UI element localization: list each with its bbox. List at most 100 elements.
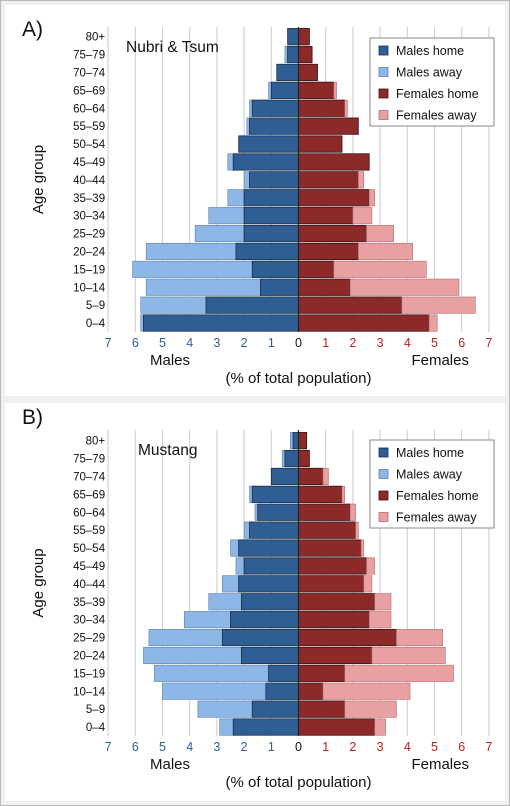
y-tick-label: 0–4: [86, 318, 106, 330]
bar-males-home: [251, 99, 299, 117]
bar-males-home: [260, 278, 299, 296]
bar-males-home: [235, 242, 299, 261]
bar-females-home: [298, 611, 370, 629]
bar-females-away: [355, 521, 359, 539]
x-tick-label: 6: [458, 740, 465, 754]
y-tick-label: 80+: [86, 436, 106, 448]
bar-males-away: [140, 314, 144, 332]
bar-females-home: [298, 224, 367, 243]
bar-males-home: [205, 296, 299, 314]
bar-males-away: [281, 450, 286, 468]
bar-males-away: [140, 296, 207, 314]
bar-females-home: [298, 189, 370, 207]
bar-males-away: [145, 242, 237, 260]
legend-label: Males away: [396, 66, 463, 80]
bar-males-away: [208, 207, 245, 225]
chart-title: Mustang: [138, 442, 197, 459]
bar-females-home: [298, 117, 359, 135]
bar-males-away: [243, 171, 250, 189]
x-tick-label: 1: [322, 740, 329, 754]
y-tick-label: 60–64: [73, 103, 106, 115]
x-tick-label: 6: [132, 336, 139, 350]
bar-females-away: [322, 467, 329, 485]
x-tick-label: 4: [404, 336, 411, 350]
bar-females-home: [298, 153, 370, 171]
bar-males-away: [243, 521, 250, 539]
y-tick-label: 55–59: [73, 121, 105, 133]
females-label: Females: [411, 756, 469, 773]
chart-title: Nubri & Tsum: [126, 39, 219, 56]
bar-males-home: [240, 593, 299, 611]
bar-males-away: [183, 611, 231, 629]
bar-males-home: [284, 449, 299, 468]
males-label: Males: [150, 352, 190, 369]
bar-males-home: [270, 81, 299, 99]
y-tick-label: 70–74: [73, 471, 106, 483]
bar-females-away: [360, 539, 365, 557]
bar-males-away: [235, 557, 245, 575]
bar-males-home: [238, 575, 299, 593]
legend-swatch: [378, 512, 389, 522]
y-tick-label: 45–49: [73, 561, 105, 573]
legend-swatch: [378, 447, 389, 458]
y-tick-label: 75–79: [73, 454, 105, 466]
x-tick-label: 4: [186, 740, 193, 754]
bar-females-away: [366, 225, 395, 243]
population-pyramid-a: 0–4 5–9 10–14 15–19 20–24 25–29 30–34 35–39 40–4…: [22, 18, 495, 387]
bar-males-home: [243, 189, 299, 207]
y-tick-label: 10–14: [73, 686, 106, 698]
legend-label: Females home: [396, 87, 479, 101]
bar-females-home: [298, 521, 357, 539]
x-tick-label: 1: [268, 336, 275, 350]
bar-females-home: [298, 28, 310, 46]
bar-females-away: [401, 296, 476, 314]
y-tick-label: 15–19: [73, 668, 105, 680]
bar-females-home: [298, 682, 324, 700]
bar-females-away: [368, 611, 392, 629]
y-tick-label: 0–4: [86, 722, 106, 734]
bar-males-away: [246, 117, 250, 135]
bar-males-away: [227, 189, 245, 207]
bar-males-home: [287, 45, 299, 64]
bar-females-away: [371, 646, 446, 664]
x-tick-label: 2: [241, 336, 248, 350]
y-tick-label: 20–24: [73, 650, 106, 662]
y-tick-label: 5–9: [86, 300, 105, 312]
bar-females-away: [368, 189, 375, 207]
bar-males-away: [227, 153, 234, 171]
population-pyramid-b: 0–4 5–9 10–14 15–19 20–24 25–29 30–34 35–39 40–4…: [22, 406, 495, 791]
panel-a: 0–4 5–9 10–14 15–19 20–24 25–29 30–34 35–39 40–4…: [5, 5, 505, 396]
bar-males-home: [249, 117, 299, 135]
bar-females-away: [366, 557, 375, 575]
x-axis-title: (% of total population): [226, 774, 372, 791]
y-tick-label: 45–49: [73, 157, 105, 169]
y-tick-label: 65–69: [73, 489, 105, 501]
bar-females-home: [298, 646, 373, 665]
x-tick-label: 4: [404, 740, 411, 754]
y-tick-labels: 0–4 5–9 10–14 15–19 20–24 25–29 30–34 35–39 40–4…: [73, 32, 106, 330]
bar-females-home: [298, 503, 351, 521]
bar-males-home: [292, 432, 299, 450]
bar-males-home: [221, 628, 299, 647]
bar-females-away: [352, 207, 373, 225]
y-axis-title: Age group: [30, 548, 47, 617]
bar-females-home: [298, 81, 335, 99]
x-tick-label: 0: [295, 336, 302, 350]
bar-females-away: [374, 718, 386, 736]
bar-females-home: [298, 467, 324, 486]
bar-females-away: [344, 99, 348, 117]
x-tick-label: 2: [349, 740, 356, 754]
bar-males-home: [276, 63, 299, 82]
legend-swatch: [378, 110, 389, 120]
y-tick-label: 40–44: [73, 579, 106, 591]
bar-females-away: [349, 503, 356, 521]
bar-females-away: [363, 575, 373, 593]
bar-males-home: [243, 207, 299, 225]
x-tick-label: 7: [105, 740, 112, 754]
y-tick-label: 25–29: [73, 229, 105, 241]
x-tick-label: 5: [159, 336, 166, 350]
bar-females-home: [298, 135, 343, 153]
bar-males-away: [249, 485, 253, 503]
bar-females-home: [298, 63, 318, 82]
